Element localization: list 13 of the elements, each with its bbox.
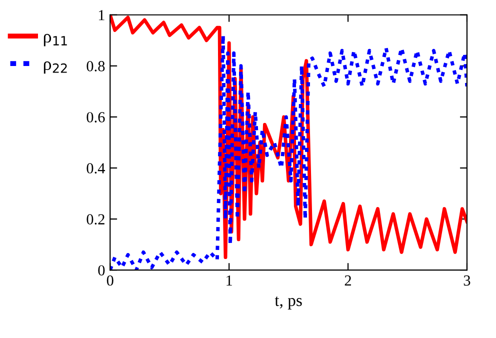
x-tick-label: 3 xyxy=(464,275,470,286)
y-tick-label: 0.4 xyxy=(86,163,106,174)
y-tick-label: 0.6 xyxy=(86,112,105,122)
y-tick-label: 1 xyxy=(98,10,104,20)
y-tick-label: 0 xyxy=(98,265,105,276)
legend-label: ρ$_{11}$ xyxy=(44,34,67,46)
y-tick-label: 0.2 xyxy=(86,214,104,225)
x-tick-label: 0 xyxy=(106,275,114,286)
x-tick-label: 1 xyxy=(226,275,232,286)
legend-label: ρ$_{22}$ xyxy=(44,61,67,74)
y-tick-label: 0.8 xyxy=(86,61,105,72)
x-tick-label: 2 xyxy=(344,275,352,286)
x-axis-title: t, ps xyxy=(274,296,302,310)
